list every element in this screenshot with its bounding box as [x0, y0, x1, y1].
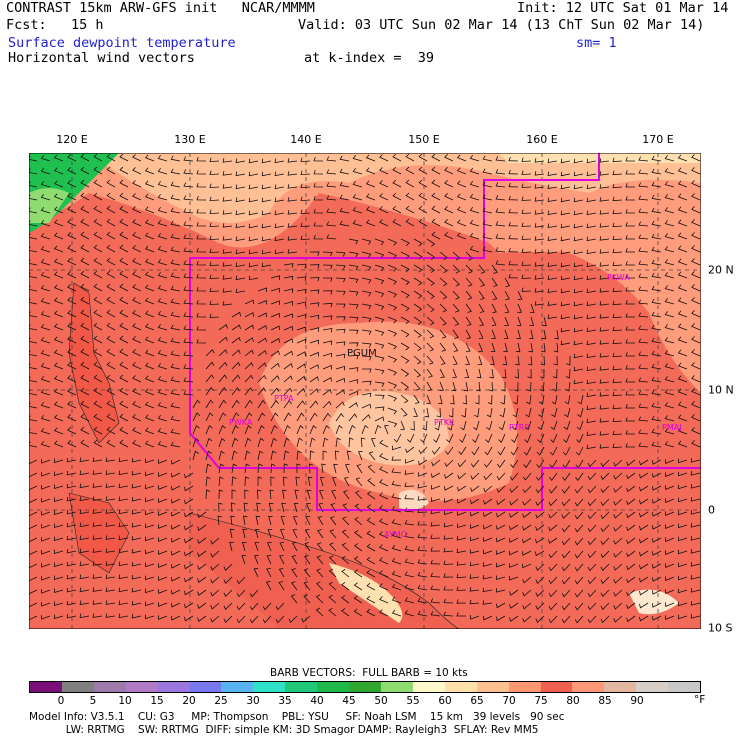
- colorbar-tick-label: 85: [598, 695, 612, 707]
- colorbar-tick-label: 50: [374, 695, 388, 707]
- colorbar-tick-label: 70: [502, 695, 516, 707]
- colorbar-tick-label: 80: [566, 695, 580, 707]
- colorbar-tick-label: 20: [182, 695, 196, 707]
- station-label-ptrp: PTRP: [509, 423, 529, 432]
- cyclone-spot: [399, 489, 429, 510]
- station-label-ptpa: PTPA: [274, 394, 294, 403]
- colorbar-swatch: [253, 682, 286, 692]
- smoothing-value: sm= 1: [576, 35, 617, 51]
- forecast-hour: Fcst: 15 h: [6, 17, 104, 33]
- colorbar-swatch: [508, 682, 541, 692]
- lat-label-20n: 20 N: [708, 263, 734, 277]
- lat-label-10n: 10 N: [708, 383, 734, 397]
- colorbar-tick-label: 30: [246, 695, 260, 707]
- k-index-label: at k-index = 39: [304, 50, 435, 66]
- station-label-pmaj: PMAJ: [662, 423, 682, 432]
- lon-label-170: 170 E: [642, 133, 674, 146]
- colorbar-swatch: [317, 682, 350, 692]
- colorbar-swatch: [444, 682, 477, 692]
- init-time: Init: 12 UTC Sat 01 Mar 14: [517, 0, 729, 16]
- field-name-dewpoint: Surface dewpoint temperature: [8, 35, 236, 51]
- colorbar-swatch: [604, 682, 637, 692]
- legend-title: BARB VECTORS: FULL BARB = 10 kts: [270, 667, 468, 679]
- colorbar-swatch: [572, 682, 605, 692]
- colorbar-swatch: [61, 682, 94, 692]
- colorbar-tick-label: 15: [150, 695, 164, 707]
- colorbar-swatch: [125, 682, 158, 692]
- colorbar-tick-label: 90: [630, 695, 644, 707]
- band-dry-edge: [29, 188, 69, 223]
- colorbar-swatch: [380, 682, 413, 692]
- colorbar-tick-label: 10: [118, 695, 132, 707]
- colorbar-tick-label: 0: [57, 695, 65, 707]
- colorbar-swatch: [93, 682, 126, 692]
- colorbar-tick-label: 25: [214, 695, 228, 707]
- station-label-aymo: AYMO: [384, 530, 407, 539]
- colorbar-swatch: [30, 682, 62, 692]
- lon-label-130: 130 E: [174, 133, 206, 146]
- colorbar-unit: °F: [694, 694, 706, 706]
- band-east: [569, 249, 701, 393]
- band-north-light: [29, 153, 701, 223]
- cyclone-core: [329, 391, 449, 466]
- model-info-line1: Model Info: V3.5.1 CU: G3 MP: Thompson P…: [29, 711, 565, 723]
- station-label-ptkk: PTKK: [434, 418, 455, 427]
- colorbar-swatch: [349, 682, 381, 692]
- station-label-pwka: PWKA: [229, 418, 253, 427]
- colorbar-swatch: [189, 682, 222, 692]
- colorbar-swatch: [476, 682, 509, 692]
- valid-time: Valid: 03 UTC Sun 02 Mar 14 (13 ChT Sun …: [298, 17, 705, 33]
- colorbar: [29, 681, 701, 693]
- colorbar-swatch: [668, 682, 701, 692]
- colorbar-swatch: [412, 682, 445, 692]
- field-name-wind: Horizontal wind vectors: [8, 50, 195, 66]
- colorbar-tick-label: 65: [470, 695, 484, 707]
- station-label-pkwa: PKWA: [607, 273, 630, 282]
- colorbar-tick-label: 60: [438, 695, 452, 707]
- model-title: CONTRAST 15km ARW-GFS init NCAR/MMMM: [6, 0, 315, 16]
- colorbar-tick-label: 55: [406, 695, 420, 707]
- colorbar-tick-label: 5: [89, 695, 97, 707]
- colorbar-tick-label: 40: [310, 695, 324, 707]
- lat-label-10s: 10 S: [708, 621, 733, 635]
- lon-label-120: 120 E: [56, 133, 88, 146]
- southeast-spot: [629, 589, 679, 615]
- colorbar-swatch: [157, 682, 190, 692]
- lat-label-0: 0: [708, 503, 715, 517]
- highlands-new-guinea: [329, 563, 403, 623]
- colorbar-tick-label: 75: [534, 695, 548, 707]
- colorbar-swatch: [221, 682, 254, 692]
- colorbar-swatch: [540, 682, 573, 692]
- colorbar-swatch: [285, 682, 318, 692]
- colorbar-swatch: [636, 682, 669, 692]
- lon-label-140: 140 E: [290, 133, 322, 146]
- station-label-pgum: PGUM: [347, 348, 377, 359]
- model-info-line2: LW: RRTMG SW: RRTMG DIFF: simple KM: 3D …: [29, 724, 539, 736]
- lon-label-150: 150 E: [408, 133, 440, 146]
- colorbar-tick-label: 45: [342, 695, 356, 707]
- wind-barbs: [29, 153, 701, 624]
- colorbar-tick-label: 35: [278, 695, 292, 707]
- dewpoint-map: PGUM PTPA PTKK PTRP PMAJ PKWA PWKA AYMO: [29, 153, 701, 629]
- lon-label-160: 160 E: [526, 133, 558, 146]
